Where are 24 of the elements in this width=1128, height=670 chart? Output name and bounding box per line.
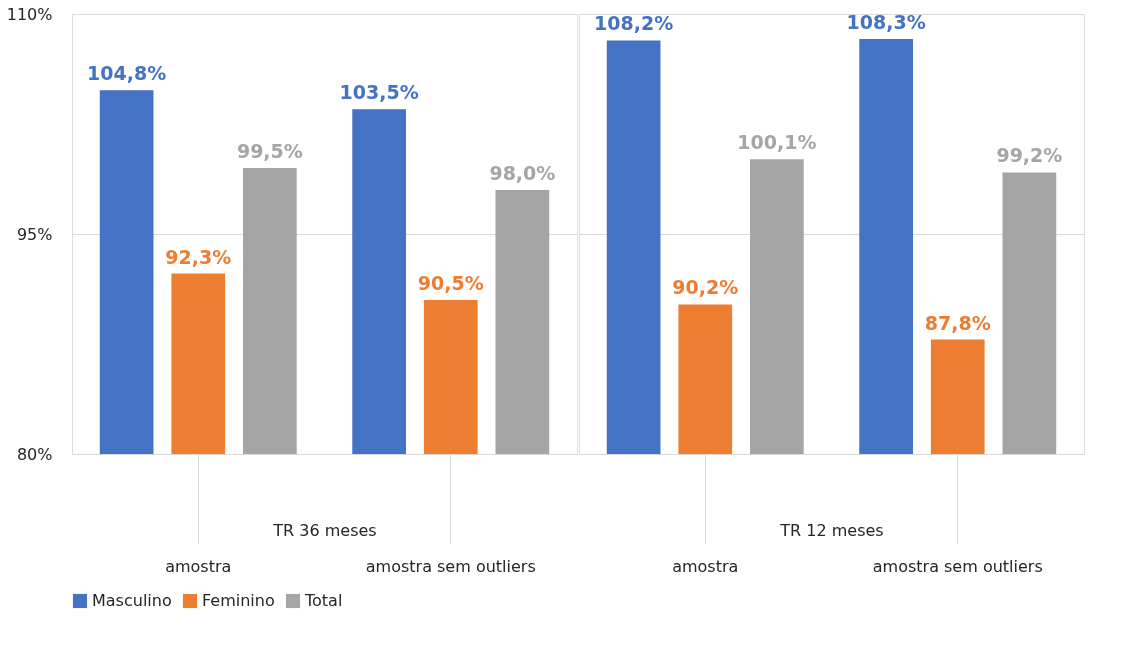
y-tick-label: 110% bbox=[6, 4, 53, 24]
data-label: 90,2% bbox=[672, 276, 739, 299]
legend-label: Total bbox=[304, 591, 343, 610]
text: TR 12 meses bbox=[779, 520, 884, 540]
x-tick-label: amostra sem outliers bbox=[872, 556, 1043, 576]
data-label: 87,8% bbox=[924, 311, 991, 334]
data-label: 100,1% bbox=[737, 131, 817, 154]
text: TR 36 meses bbox=[272, 520, 377, 540]
legend-label: Masculino bbox=[92, 591, 172, 610]
legend-label: Feminino bbox=[202, 591, 275, 610]
data-label: 90,5% bbox=[417, 272, 484, 294]
data-label: 99,2% bbox=[996, 144, 1063, 167]
data-label: 108,3% bbox=[846, 10, 926, 33]
y-tick-label: 80% bbox=[16, 444, 53, 464]
x-tick-label: amostra sem outliers bbox=[365, 556, 536, 576]
x-tick-label: amostra bbox=[672, 556, 739, 576]
data-label: 98,0% bbox=[489, 162, 556, 184]
x-tick-label: amostra bbox=[165, 556, 232, 576]
data-label: 92,3% bbox=[165, 245, 232, 268]
data-label: 103,5% bbox=[339, 81, 419, 104]
data-label: 108,2% bbox=[594, 12, 674, 35]
data-label: 104,8% bbox=[87, 62, 167, 85]
data-label: 99,5% bbox=[236, 140, 303, 162]
y-tick-label: 95% bbox=[16, 224, 53, 244]
